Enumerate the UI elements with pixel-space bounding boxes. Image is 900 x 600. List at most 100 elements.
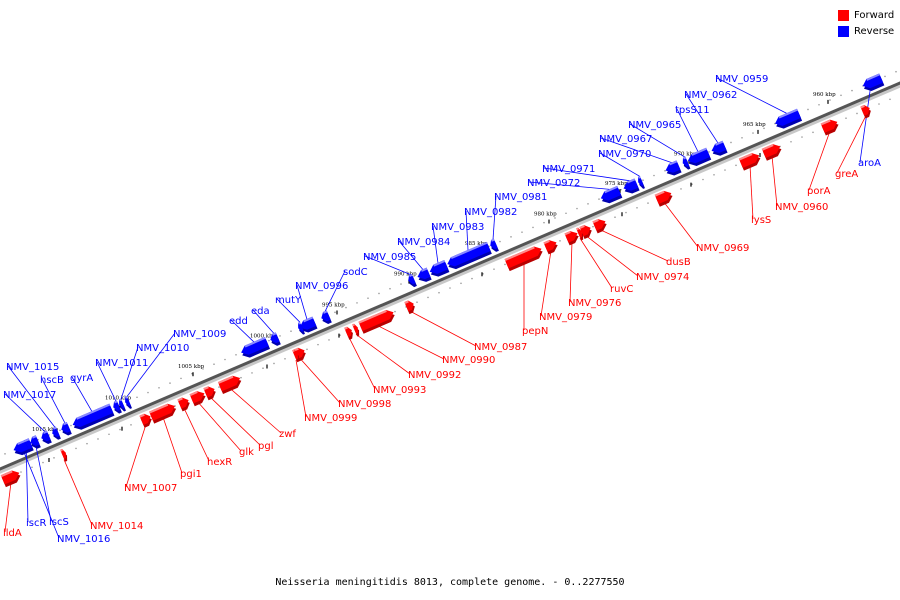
- gene-arrow-nmv-0972[interactable]: [599, 185, 623, 206]
- gene-arrow-nmv-0996[interactable]: [298, 316, 318, 335]
- label-edd[interactable]: edd: [229, 316, 248, 327]
- label-pgl[interactable]: pgl: [258, 441, 273, 452]
- label-gyra[interactable]: gyrA: [70, 373, 93, 384]
- label-tpss11[interactable]: tpsS11: [675, 105, 710, 116]
- label-sodc[interactable]: sodC: [343, 267, 368, 278]
- gene-arrow-nmv-1017[interactable]: [39, 430, 52, 446]
- gene-arrow-nmv-0971[interactable]: [622, 178, 640, 195]
- gene-arrow-eda[interactable]: [268, 332, 281, 347]
- gene-arrow-pepn[interactable]: [504, 244, 545, 272]
- label-hexr[interactable]: hexR: [207, 457, 232, 468]
- gene-arrow-nmv-0982[interactable]: [445, 241, 492, 272]
- gene-arrow-nmv-1009[interactable]: [123, 396, 132, 410]
- gene-arrow-nmv-0970[interactable]: [636, 176, 645, 190]
- gene-arrow-iscs[interactable]: [28, 435, 41, 450]
- gene-arrow-nmv-0990[interactable]: [358, 308, 396, 334]
- label-nmv-0990[interactable]: NMV_0990: [442, 355, 495, 366]
- label-iscs[interactable]: iscS: [49, 517, 69, 528]
- label-nmv-0981[interactable]: NMV_0981: [494, 192, 547, 203]
- label-nmv-0998[interactable]: NMV_0998: [338, 399, 391, 410]
- label-nmv-0996[interactable]: NMV_0996: [295, 281, 348, 292]
- label-aroa[interactable]: aroA: [858, 158, 881, 169]
- gene-arrow-nmv-0981[interactable]: [488, 238, 499, 253]
- label-nmv-0972[interactable]: NMV_0972: [527, 178, 580, 189]
- label-nmv-0987[interactable]: NMV_0987: [474, 342, 527, 353]
- gene-arrow-nmv-1015[interactable]: [50, 426, 61, 441]
- gene-arrow-zwf[interactable]: [217, 373, 243, 395]
- label-nmv-0993[interactable]: NMV_0993: [373, 385, 426, 396]
- gene-arrow-nmv-0960[interactable]: [761, 142, 784, 161]
- label-nmv-1017[interactable]: NMV_1017: [3, 390, 56, 401]
- label-grea[interactable]: greA: [835, 169, 858, 180]
- label-pgi1[interactable]: pgi1: [180, 469, 202, 480]
- gene-arrow-gyra[interactable]: [71, 403, 115, 433]
- gene-arrow-edd[interactable]: [239, 336, 271, 360]
- gene-arrow-nmv-0967[interactable]: [664, 160, 682, 177]
- gene-arrow-aroa[interactable]: [861, 73, 885, 93]
- gene-arrow-nmv-0962[interactable]: [710, 140, 728, 158]
- gene-arrow-glk[interactable]: [189, 389, 208, 407]
- label-iscr[interactable]: iscR: [26, 518, 46, 529]
- gene-arrow-hexr[interactable]: [177, 396, 191, 412]
- gene-arrow-llda[interactable]: [0, 468, 23, 488]
- gene-arrow-nmv-0979[interactable]: [543, 238, 560, 255]
- label-nmv-0992[interactable]: NMV_0992: [408, 370, 461, 381]
- label-nmv-1009[interactable]: NMV_1009: [173, 329, 226, 340]
- gene-arrow-nmv-0984[interactable]: [416, 267, 432, 285]
- label-nmv-0967[interactable]: NMV_0967: [599, 134, 652, 145]
- gene-arrow-nmv-0965[interactable]: [681, 156, 691, 171]
- label-nmv-0959[interactable]: NMV_0959: [715, 74, 768, 85]
- gene-arrow-grea[interactable]: [860, 103, 872, 119]
- gene-arrow-pgi1[interactable]: [149, 401, 178, 424]
- gene-arrow-dusb[interactable]: [592, 217, 609, 234]
- label-nmv-0971[interactable]: NMV_0971: [542, 164, 595, 175]
- gene-arrow-nmv-1014[interactable]: [60, 448, 69, 462]
- label-nmv-1014[interactable]: NMV_1014: [90, 521, 143, 532]
- label-lyss[interactable]: lysS: [751, 215, 771, 226]
- gene-arrow-nmv-0969[interactable]: [654, 188, 675, 207]
- gene-arrow-ruvc[interactable]: [576, 227, 585, 241]
- gene-arrow-nmv-1016[interactable]: [12, 440, 30, 457]
- gene-arrow-muty[interactable]: [296, 321, 305, 336]
- gene-arrow-nmv-1007[interactable]: [139, 412, 153, 428]
- label-glk[interactable]: glk: [239, 447, 254, 458]
- label-nmv-0999[interactable]: NMV_0999: [304, 413, 357, 424]
- label-nmv-0969[interactable]: NMV_0969: [696, 243, 749, 254]
- gene-arrow-lyss[interactable]: [738, 151, 763, 171]
- label-nmv-1016[interactable]: NMV_1016: [57, 534, 110, 545]
- gene-arrow-hscb[interactable]: [59, 421, 72, 437]
- gene-arrow-nmv-0999[interactable]: [292, 349, 301, 363]
- label-nmv-0984[interactable]: NMV_0984: [397, 237, 450, 248]
- label-nmv-0965[interactable]: NMV_0965: [628, 120, 681, 131]
- gene-arrow-nmv-0983[interactable]: [428, 260, 450, 279]
- gene-arrow-tpss11[interactable]: [686, 147, 712, 169]
- label-nmv-0983[interactable]: NMV_0983: [431, 222, 484, 233]
- label-dusb[interactable]: dusB: [666, 257, 691, 268]
- label-muty[interactable]: mutY: [275, 295, 302, 306]
- gene-arrow-nmv-0992[interactable]: [352, 323, 361, 337]
- label-zwf[interactable]: zwf: [279, 429, 296, 440]
- label-nmv-1011[interactable]: NMV_1011: [95, 358, 148, 369]
- gene-arrow-pgl[interactable]: [203, 384, 217, 401]
- label-llda[interactable]: lldA: [3, 528, 22, 539]
- gene-arrow-nmv-0993[interactable]: [344, 326, 355, 340]
- label-nmv-0974[interactable]: NMV_0974: [636, 272, 689, 283]
- label-nmv-0979[interactable]: NMV_0979: [539, 312, 592, 323]
- label-nmv-1007[interactable]: NMV_1007: [124, 483, 177, 494]
- label-nmv-0960[interactable]: NMV_0960: [775, 202, 828, 213]
- gene-arrow-nmv-0976[interactable]: [564, 229, 581, 246]
- gene-arrow-nmv-1010[interactable]: [117, 398, 126, 413]
- gene-arrow-pora[interactable]: [820, 117, 841, 136]
- label-hscb[interactable]: hscB: [40, 375, 64, 386]
- gene-arrow-nmv-0985[interactable]: [406, 273, 417, 288]
- label-eda[interactable]: eda: [251, 306, 270, 317]
- label-nmv-0970[interactable]: NMV_0970: [598, 149, 651, 160]
- label-nmv-0982[interactable]: NMV_0982: [464, 207, 517, 218]
- label-nmv-0985[interactable]: NMV_0985: [363, 252, 416, 263]
- label-nmv-0976[interactable]: NMV_0976: [568, 298, 621, 309]
- label-nmv-0962[interactable]: NMV_0962: [684, 90, 737, 101]
- gene-arrow-sodc[interactable]: [319, 310, 332, 325]
- label-pepn[interactable]: pepN: [522, 326, 548, 337]
- label-nmv-1015[interactable]: NMV_1015: [6, 362, 59, 373]
- label-ruvc[interactable]: ruvC: [610, 284, 633, 295]
